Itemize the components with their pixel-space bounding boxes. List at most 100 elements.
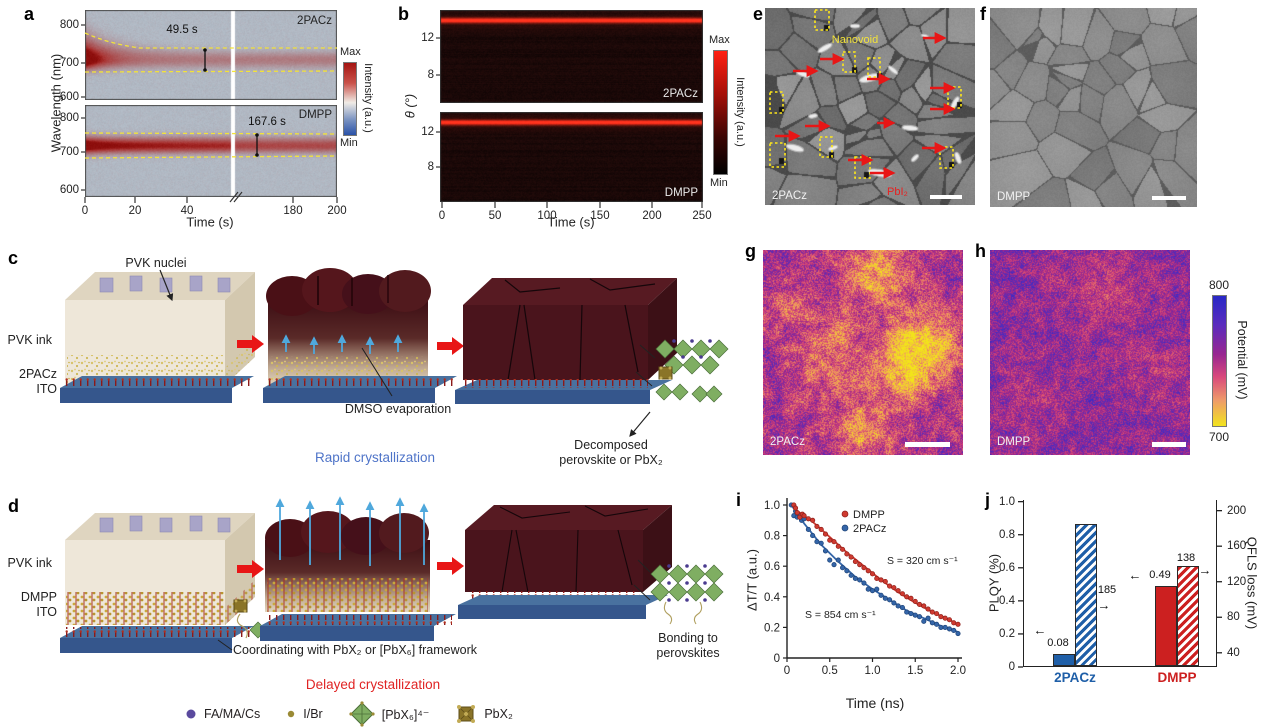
panel-a-annotation-2: 167.6 s — [248, 116, 286, 128]
data-point-DMPP — [831, 539, 837, 545]
data-point-2PACz — [848, 572, 854, 578]
data-point-DMPP — [810, 517, 816, 523]
data-point-2PACz — [921, 618, 927, 624]
panel-f-sample-tag: DMPP — [997, 191, 1031, 203]
qfls-value-2pacz: 185 — [1097, 584, 1117, 596]
data-point-2PACz — [869, 588, 876, 594]
panel-b-colorbar-max: Max — [709, 34, 730, 46]
panel-i-ylabel: ΔT/T (a.u.) — [744, 549, 760, 611]
panel-d-letter: d — [8, 496, 19, 516]
data-point-2PACz — [946, 626, 953, 632]
srv-annotation-2pacz: S = 854 cm s⁻¹ — [805, 609, 876, 621]
panel-b-ytick: 12 — [421, 32, 434, 44]
data-point-2PACz — [934, 621, 940, 627]
panel-b-xtick: 250 — [692, 210, 712, 222]
data-point-2PACz — [938, 624, 944, 630]
process-arrow-c1 — [237, 335, 264, 353]
data-point-2PACz — [908, 611, 914, 617]
panel-i-xtick: 1.5 — [907, 665, 923, 677]
data-point-2PACz — [916, 614, 923, 620]
panel-b-colorbar-label: Intensity (a.u.) — [734, 77, 746, 147]
qfls-axis-arrow-2: → — [1198, 562, 1212, 578]
data-point-2PACz — [878, 592, 884, 598]
data-point-DMPP — [951, 620, 957, 626]
legend-item-fa-ma-cs: FA/MA/Cs — [185, 707, 260, 721]
panel-a-colorbar — [343, 62, 357, 136]
panel-i-xtick: 0.5 — [822, 665, 838, 677]
panel-a-sub2-label: DMPP — [298, 109, 332, 121]
data-point-2PACz — [831, 562, 837, 568]
panel-i-legend-2PACz: 2PACz — [853, 523, 886, 535]
panel-i-xtick: 0 — [784, 665, 790, 677]
panel-a-xtick: 0 — [81, 205, 89, 217]
data-point-2PACz — [835, 557, 841, 563]
data-point-2PACz — [822, 548, 829, 554]
data-point-DMPP — [895, 588, 901, 594]
pvk-nuclei-cubes — [99, 275, 231, 293]
bonding-label-line2: perovskites — [656, 646, 720, 660]
data-point-2PACz — [895, 603, 901, 609]
panel-j-category-2PACz: 2PACz — [1054, 670, 1096, 685]
panel-j-left-tick: 0.6 — [999, 561, 1015, 574]
panel-b-letter: b — [398, 4, 409, 24]
panel-i-scatter-plot: 0 0.5 1.0 1.5 2.0 0 0.2 0.4 0.6 0.8 1.0 DMPP 2PACz S … — [764, 498, 966, 677]
decomposed-species-icons — [655, 339, 729, 403]
data-point-DMPP — [865, 568, 871, 574]
data-point-DMPP — [848, 554, 854, 560]
panel-j-category-DMPP: DMPP — [1157, 670, 1197, 685]
data-point-DMPP — [861, 565, 867, 571]
data-point-2PACz — [852, 575, 858, 581]
panel-j-right-tick: 120 — [1227, 575, 1247, 588]
data-point-DMPP — [925, 606, 931, 612]
potential-colorbar — [1212, 295, 1227, 427]
panel-a-ytick: 700 — [59, 146, 79, 158]
panel-b-xtick: 50 — [488, 210, 502, 222]
panel-i-xlabel: Time (ns) — [845, 695, 905, 711]
data-point-DMPP — [805, 516, 811, 522]
panel-i-ytick: 0.2 — [764, 622, 780, 634]
dmso-evaporation-arrows — [281, 334, 403, 354]
legend-label: PbX₂ — [484, 707, 513, 721]
data-point-DMPP — [822, 531, 829, 537]
panel-a-xtick: 40 — [180, 205, 194, 217]
srv-annotation-dmpp: S = 320 cm s⁻¹ — [887, 555, 958, 567]
panel-a-ytick: 800 — [59, 112, 79, 124]
plqy-axis-arrow-2: ← — [1128, 567, 1142, 583]
panel-f-letter: f — [980, 4, 986, 24]
panel-b-colorbar-min: Min — [710, 177, 728, 189]
legend-item-pbx6: [PbX₆]⁴⁻ — [349, 701, 429, 727]
panel-h-scale-bar — [1152, 442, 1186, 447]
panel-h-letter: h — [975, 241, 986, 261]
legend-item-i-br: I/Br — [286, 707, 323, 721]
data-point-DMPP — [904, 594, 910, 600]
qfls-bar-DMPP — [1177, 565, 1199, 666]
panel-a-colorbar-label: Intensity (a.u.) — [362, 63, 374, 133]
panel-a-colorbar-min: Min — [340, 137, 358, 149]
panel-e-letter: e — [753, 4, 764, 24]
bonding-label-line1: Bonding to — [658, 631, 718, 645]
data-point-DMPP — [840, 546, 846, 552]
panel-j-left-tick: 0 — [1008, 661, 1015, 673]
panel-a-ytick: 700 — [59, 57, 79, 69]
data-point-2PACz — [942, 624, 948, 630]
plqy-axis-arrow: ← — [1033, 622, 1047, 638]
data-point-DMPP — [818, 526, 824, 533]
panel-g-scale-bar — [905, 442, 950, 447]
panel-a-sub1-label: 2PACz — [297, 15, 332, 27]
stage-d2-crystallizing-box — [260, 496, 456, 641]
panel-c-letter: c — [8, 248, 19, 268]
qfls-value-dmpp: 138 — [1176, 552, 1196, 564]
panel-a-heatmap-dmpp — [85, 105, 337, 197]
panel-i-letter: i — [736, 490, 742, 510]
panel-b-sub1-label: 2PACz — [663, 88, 698, 100]
panel-j-left-tick: 1.0 — [999, 495, 1015, 508]
bonding-perovskite-lattice-icon — [650, 564, 724, 625]
plqy-bar-DMPP — [1155, 585, 1177, 666]
data-point-DMPP — [938, 614, 944, 620]
panel-b-ylabel: θ (°) — [402, 93, 418, 119]
panel-j-letter: j — [985, 490, 991, 510]
panel-i-legend-DMPP: DMPP — [853, 509, 885, 521]
data-point-DMPP — [942, 615, 948, 621]
panel-c-ito-label: ITO — [36, 382, 57, 396]
plqy-value-dmpp: 0.49 — [1149, 569, 1171, 581]
